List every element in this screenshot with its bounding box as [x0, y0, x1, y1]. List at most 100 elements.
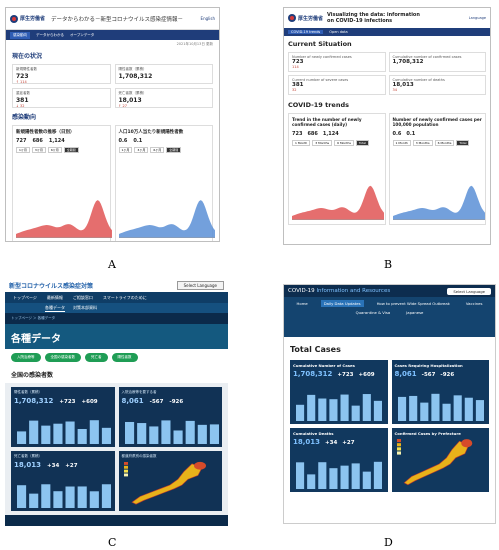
trend-card-per-capita: 人口10万人当たり新規陽性者数 0.6 0.1 1ヶ月 3ヶ月 6ヶ月 全期間 [114, 125, 215, 241]
sub-nav-item[interactable]: 各種データ [45, 304, 65, 312]
trend-number: 1,124 [48, 138, 65, 144]
bar [17, 485, 27, 508]
logo-text: 厚生労働省 [298, 15, 324, 22]
bar [197, 424, 207, 444]
bar [29, 420, 39, 444]
bar [17, 431, 27, 444]
bar [41, 425, 51, 444]
range-tab[interactable]: 6 Months [334, 140, 354, 146]
stat-title: Cumulative Deaths [293, 431, 334, 436]
bar-chart [296, 461, 382, 489]
nav-item[interactable]: Daily Data Updates [320, 300, 364, 307]
bar [453, 395, 462, 421]
language-select[interactable]: Select Language [176, 280, 224, 290]
bar [408, 395, 417, 421]
logo-text: 厚生労働省 [20, 16, 46, 22]
sub-nav-item[interactable]: 対策本部資料 [73, 305, 97, 310]
range-tab[interactable]: 6ヶ月 [47, 147, 62, 153]
category-pill[interactable]: 陽性者数 [111, 353, 138, 362]
map-title: Confirmed Cases by Prefecture [394, 431, 461, 436]
range-tab[interactable]: 1ヶ月 [118, 147, 133, 153]
stat-card: 陽性者数（累積） 1,708,312 [114, 64, 213, 84]
stat-card: Number of newly confirmed cases 723 114 [288, 52, 386, 72]
section-title: Total Cases [290, 345, 341, 354]
panel-a-screenshot: 厚生労働省 データからわかる－新型コロナウイルス感染症情報－ English 感… [5, 7, 220, 242]
bar [29, 493, 39, 508]
nav-item[interactable]: Quarantine & Visa [355, 310, 391, 315]
nav-tab[interactable]: COVID-19 trends [288, 30, 324, 34]
range-tabs: 1ヶ月 3ヶ月 6ヶ月 全期間 [118, 147, 210, 153]
trend-title: Trend in the number of newly confirmed c… [292, 117, 362, 127]
bar [464, 397, 473, 421]
range-tab[interactable]: 全期間 [166, 147, 182, 153]
legend-swatch [396, 439, 401, 443]
mhlw-logo[interactable]: 厚生労働省 [10, 14, 46, 23]
stat-value: 723 [16, 73, 29, 80]
bar [318, 462, 327, 489]
language-select[interactable]: Select Language [447, 287, 491, 295]
language-link[interactable]: Language [468, 16, 486, 20]
stat-value: 18,013 [392, 82, 414, 88]
range-tab[interactable]: 全期間 [63, 147, 79, 153]
bar [340, 465, 349, 489]
range-tab[interactable]: 3ヶ月 [134, 147, 149, 153]
stat-label: Number of newly confirmed cases [292, 55, 352, 59]
stat-big: 1,708,312 [14, 397, 54, 405]
header: COVID-19 Information and Resources Selec… [284, 285, 495, 297]
bar [65, 421, 75, 444]
title-part: Information and Resources [316, 288, 391, 294]
nav-item[interactable]: ご相談窓口 [72, 294, 93, 300]
nav-item[interactable]: Home [296, 301, 308, 306]
header: 厚生労働省 データからわかる－新型コロナウイルス感染症情報－ English [6, 8, 219, 30]
nav-item[interactable]: Japanese [406, 310, 424, 315]
site-logo[interactable]: 新型コロナウイルス感染症対策 [9, 282, 94, 290]
stat-value: 723 [292, 59, 304, 65]
japan-shape [130, 463, 202, 505]
nav-item[interactable]: スマートライフのために [102, 294, 147, 300]
range-tab[interactable]: 3 Months [412, 140, 433, 146]
nav-item[interactable]: How to prevent Wide Spread Outbreak [376, 301, 450, 306]
category-pill[interactable]: 入院治療等 [11, 353, 41, 362]
nav-item[interactable]: 最新情報 [46, 294, 63, 300]
stat-title: 入院治療等を要する者 [121, 390, 157, 394]
range-tab[interactable]: 1ヶ月 [16, 147, 30, 153]
title-part: COVID-19 [288, 288, 317, 294]
trend-area [392, 185, 485, 220]
stat-delta: ↑ 114 [16, 80, 27, 84]
range-tab[interactable]: 1 Month [392, 140, 411, 146]
range-tab[interactable]: Total [456, 140, 470, 146]
bar [65, 486, 75, 508]
stat-change: +27 [342, 440, 355, 446]
range-tab[interactable]: 3ヶ月 [31, 147, 46, 153]
section-title: 全国の感染者数 [5, 366, 228, 383]
category-pill[interactable]: 死亡者 [85, 353, 108, 362]
range-tab[interactable]: 6ヶ月 [150, 147, 165, 153]
stat-change: -567 [149, 399, 164, 405]
nav-tab[interactable]: データからわかる [36, 32, 64, 37]
legend-swatch [396, 447, 401, 451]
bar [329, 468, 338, 489]
stat-label: 死亡者数（累積） [118, 91, 147, 95]
trend-number: 0.6 [118, 138, 128, 144]
mhlw-logo[interactable]: 厚生労働省 [288, 14, 323, 22]
nav-tab[interactable]: 感染動向 [10, 31, 30, 39]
range-tab[interactable]: Total [355, 140, 369, 146]
stat-label: 陽性者数（累積） [118, 67, 147, 71]
bar [397, 396, 406, 421]
section-title: COVID-19 trends [288, 101, 349, 109]
range-tab[interactable]: 3 Months [312, 140, 333, 146]
site-title[interactable]: COVID-19 Information and Resources [288, 288, 390, 294]
bar [373, 461, 382, 489]
nav-item[interactable]: トップページ [13, 294, 37, 300]
stat-label: Current number of severe cases [292, 78, 349, 82]
language-link[interactable]: English [200, 16, 215, 21]
section-title: 現在の状況 [12, 53, 43, 60]
trend-card-daily: 新規陽性者数の推移（日別） 727 686 1,124 1ヶ月 3ヶ月 6ヶ月 … [12, 125, 112, 241]
range-tab[interactable]: 1 Month [292, 140, 311, 146]
nav-item[interactable]: Vaccines [465, 301, 483, 306]
category-pill[interactable]: 全国の感染者数 [44, 353, 81, 362]
nav-tab[interactable]: オープンデータ [70, 32, 95, 37]
nav-tab[interactable]: Open data [329, 30, 348, 34]
range-tab[interactable]: 6 Months [434, 140, 455, 146]
stat-box: 死亡者数（累積） 18,013 +34 +27 [11, 451, 115, 511]
